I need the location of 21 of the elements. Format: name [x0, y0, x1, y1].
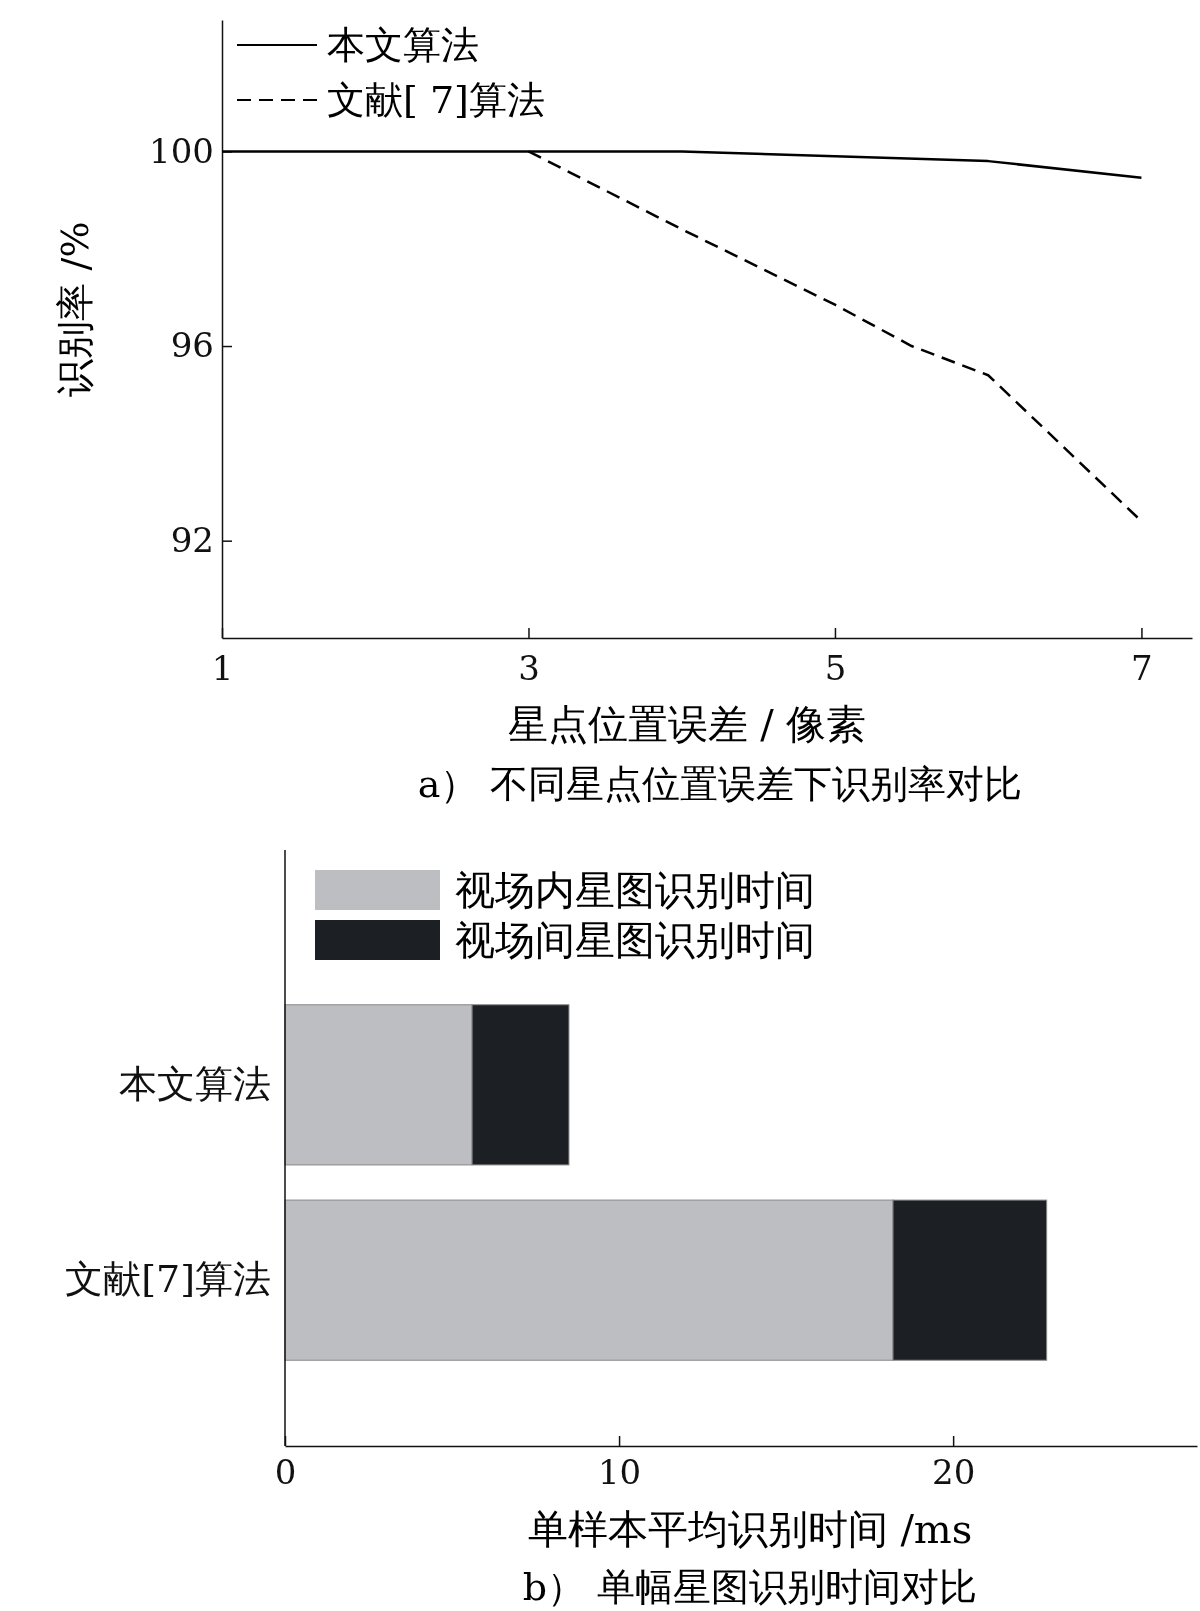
- y-tick-label: 96: [170, 325, 214, 366]
- y-axis-title: 识别率 /%: [53, 221, 97, 397]
- legend-label: 文献[ 7]算法: [327, 78, 545, 123]
- text: a） 不同星点位置误差下识别率对比: [417, 762, 1023, 806]
- x-axis-title: 星点位置误差 / 像素: [507, 701, 867, 747]
- y-tick-label: 本文算法: [119, 1062, 271, 1106]
- text: b） 单幅星图识别时间对比: [522, 1565, 978, 1609]
- x-tick-label: 7: [1131, 648, 1153, 689]
- x-tick-label: 5: [824, 648, 847, 689]
- legend-label: 本文算法: [327, 23, 479, 68]
- x-tick-label: 0: [274, 1452, 297, 1493]
- x-tick-label: 10: [597, 1452, 642, 1493]
- legend-label: 视场间星图识别时间: [455, 917, 815, 963]
- x-tick-label: 20: [932, 1452, 976, 1493]
- y-tick-label: 文献[7]算法: [65, 1257, 271, 1302]
- y-tick-label: 100: [149, 130, 214, 171]
- x-tick-label: 3: [518, 648, 540, 689]
- x-tick-label: 1: [211, 648, 234, 689]
- x-axis-title: 单样本平均识别时间 /ms: [527, 1506, 973, 1552]
- y-tick-label: 92: [170, 520, 214, 561]
- legend-label: 视场内星图识别时间: [455, 867, 815, 913]
